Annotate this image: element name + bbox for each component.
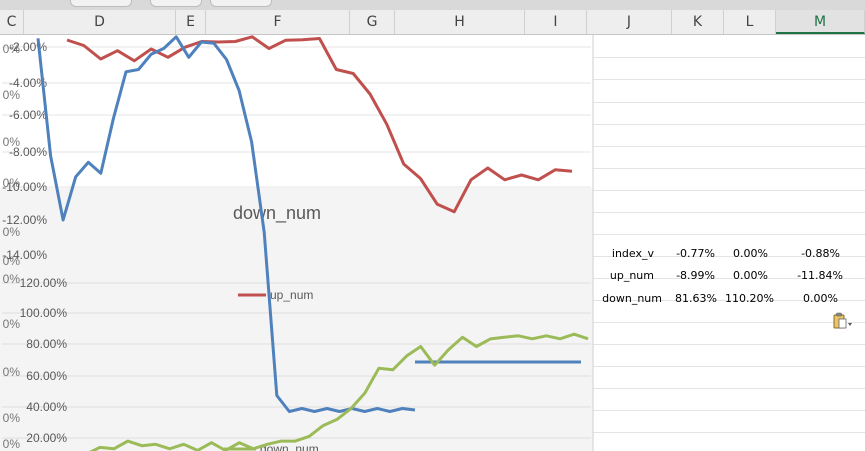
row-label-down-num[interactable]: down_num [602,292,662,305]
cell-k-index-v[interactable]: -0.77% [676,247,715,260]
lower-axis-tick-label: 100.00% [20,306,68,320]
upper-axis-tick-label: -12.00% [2,213,47,227]
upper-axis-tick-label: -8.00% [9,145,47,159]
series-line-down-num [89,332,589,451]
cell-k-up-num[interactable]: -8.99% [676,269,715,282]
lower-axis-tick-label: 20.00% [26,431,67,445]
upper-axis-tick-label: -14.00% [2,248,47,262]
cell-l-down-num[interactable]: 110.20% [725,292,774,305]
behind-axis-fragment: 0% [3,317,21,331]
workbook-tab[interactable] [210,0,272,7]
behind-axis-fragment: 0% [3,42,21,56]
cell-m-down-num[interactable]: 0.00% [803,292,838,305]
behind-axis-fragment: 0% [3,225,21,239]
column-header-g[interactable]: G [350,10,395,34]
upper-axis-tick-label: -4.00% [9,76,47,90]
column-header-row: C D E F G H I J K L M [0,10,865,35]
lower-axis-tick-label: 80.00% [26,337,67,351]
lower-axis-tick-label: 40.00% [26,400,67,414]
column-header-m[interactable]: M [776,10,865,34]
behind-axis-fragment: 0% [3,88,21,102]
upper-axis-tick-label: -6.00% [9,108,47,122]
sheet-tab-strip [0,0,865,10]
behind-axis-fragment: 0% [3,272,21,286]
chart-title: down_num [233,203,321,224]
behind-axis-fragment: 0% [3,254,21,268]
cell-l-index-v[interactable]: 0.00% [733,247,768,260]
behind-axis-fragment: 0% [3,437,21,451]
row-label-index-v[interactable]: index_v [611,247,654,260]
column-header-h[interactable]: H [395,10,525,34]
series-line-up-num [66,35,573,214]
lower-axis-tick-label: 120.00% [20,276,68,290]
legend-label-down-num: down_num [260,442,319,451]
workbook-tab[interactable] [150,0,202,7]
upper-axis-tick-label: -10.00% [2,180,47,194]
legend-label-up-num: up_num [270,288,313,302]
behind-axis-fragment: 0% [3,411,21,425]
column-header-l[interactable]: L [724,10,776,34]
column-header-e[interactable]: E [176,10,206,34]
column-header-j[interactable]: J [587,10,672,34]
clipboard-paste-icon[interactable] [833,312,853,330]
lower-chart-area [0,188,593,451]
column-header-i[interactable]: I [525,10,587,34]
behind-axis-fragment: 0% [3,365,21,379]
cell-m-index-v[interactable]: -0.88% [801,247,840,260]
cell-k-down-num[interactable]: 81.63% [675,292,717,305]
upper-chart-area [0,35,593,188]
worksheet-grid[interactable]: 0% 0% 0% 0% 0% 0% 0% 0% 0% 0% 0% -2.00% -4.00% -6.00… [0,35,865,451]
workbook-tab[interactable] [70,0,132,7]
upper-axis-tick-label: -2.00% [9,40,47,54]
cell-m-up-num[interactable]: -11.84% [797,269,843,282]
column-header-f[interactable]: F [206,10,350,34]
column-header-k[interactable]: K [672,10,724,34]
row-label-up-num[interactable]: up_num [609,269,654,282]
cell-l-up-num[interactable]: 0.00% [733,269,768,282]
lower-axis-tick-label: 60.00% [26,369,67,383]
overlapping-line-charts[interactable]: 0% 0% 0% 0% 0% 0% 0% 0% 0% 0% 0% -2.00% -4.00% -6.00… [0,35,865,451]
column-header-c[interactable]: C [0,10,24,34]
behind-axis-fragment: 0% [3,176,21,190]
column-header-d[interactable]: D [24,10,176,34]
behind-axis-fragment: 0% [3,135,21,149]
